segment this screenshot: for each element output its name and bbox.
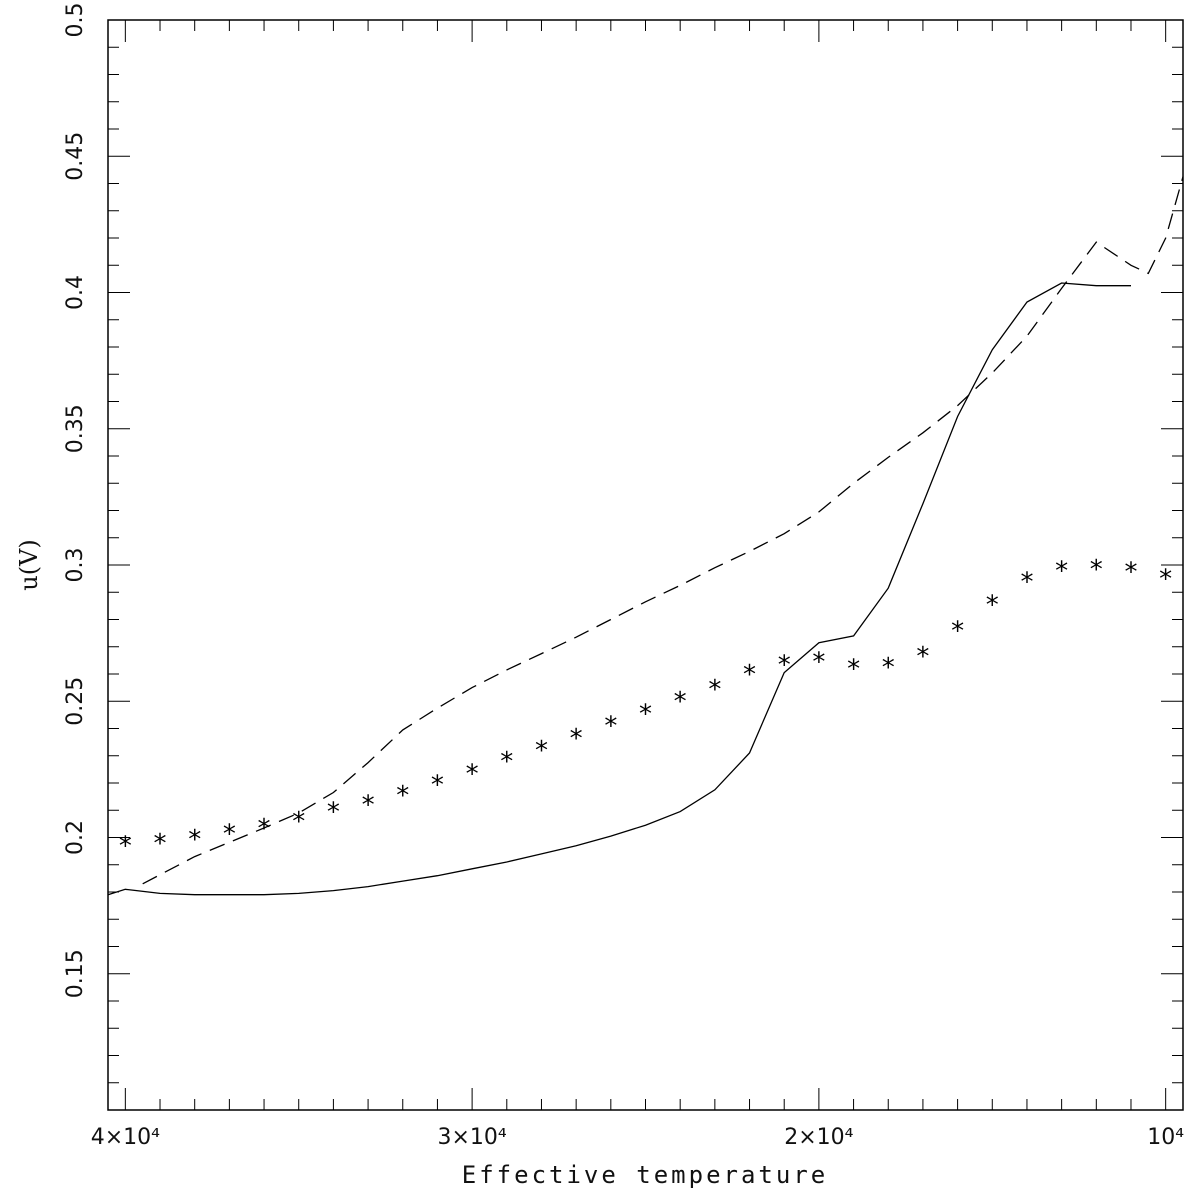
data-point-star: * xyxy=(1124,558,1137,588)
x-tick-label: 2×10⁴ xyxy=(784,1125,853,1150)
x-axis-label: Effective temperature xyxy=(462,1161,828,1189)
y-tick-label: 0.25 xyxy=(63,677,88,726)
data-point-star: * xyxy=(188,825,201,855)
data-point-star: * xyxy=(1055,556,1068,586)
data-point-star: * xyxy=(466,759,479,789)
data-point-star: * xyxy=(500,747,513,777)
y-tick-label: 0.4 xyxy=(63,275,88,310)
data-point-star: * xyxy=(570,724,583,754)
data-point-star: * xyxy=(362,791,375,821)
y-tick-label: 0.35 xyxy=(63,404,88,453)
y-tick-label: 0.2 xyxy=(63,820,88,855)
data-point-star: * xyxy=(1159,565,1172,595)
data-point-star: * xyxy=(292,807,305,837)
x-tick-labels: 4×10⁴ 3×10⁴ 2×10⁴ 10⁴ xyxy=(91,1125,1185,1150)
data-point-star: * xyxy=(951,616,964,646)
y-tick-labels: 0.15 0.2 0.25 0.3 0.35 0.4 0.45 0.5 xyxy=(63,3,88,999)
data-point-star: * xyxy=(431,770,444,800)
y-axis-label: u(V) xyxy=(15,539,43,591)
data-point-star: * xyxy=(396,781,409,811)
x-tick-label: 10⁴ xyxy=(1147,1125,1184,1150)
data-point-star: * xyxy=(916,642,929,672)
data-point-star: * xyxy=(882,653,895,683)
data-point-star: * xyxy=(223,819,236,849)
x-tick-label: 3×10⁴ xyxy=(437,1125,506,1150)
data-point-star: * xyxy=(535,736,548,766)
plot-frame xyxy=(107,19,1184,1111)
data-point-star: * xyxy=(604,712,617,742)
x-tick-label: 4×10⁴ xyxy=(91,1125,160,1150)
data-point-star: * xyxy=(1020,567,1033,597)
data-point-star: * xyxy=(258,814,271,844)
axis-ticks xyxy=(108,19,1183,1111)
data-point-star: * xyxy=(154,829,167,859)
y-tick-label: 0.5 xyxy=(63,3,88,38)
y-tick-label: 0.15 xyxy=(63,949,88,998)
data-point-star: * xyxy=(639,699,652,729)
y-tick-label: 0.3 xyxy=(63,548,88,583)
solid-series-line xyxy=(107,282,1131,896)
data-point-star: * xyxy=(812,648,825,678)
data-point-star: * xyxy=(119,832,132,862)
data-point-star: * xyxy=(778,650,791,680)
data-point-star: * xyxy=(1090,555,1103,585)
data-point-star: * xyxy=(847,654,860,684)
data-point-star: * xyxy=(708,675,721,705)
dashed-series-line xyxy=(142,176,1184,885)
data-point-star: * xyxy=(674,687,687,717)
data-point-star: * xyxy=(327,798,340,828)
data-point-star: * xyxy=(986,590,999,620)
data-point-star: * xyxy=(743,660,756,690)
series-group: * * * * * * * * * * * * * * * * * * * * * * * * * * * * * * * xyxy=(107,176,1184,896)
y-tick-label: 0.45 xyxy=(63,132,88,181)
